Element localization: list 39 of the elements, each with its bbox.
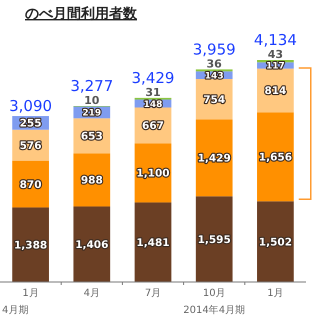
data-label: 1,100 xyxy=(136,168,170,180)
x-tick-label: 10月 xyxy=(202,288,226,299)
data-label: 870 xyxy=(20,178,42,191)
data-label: 10 xyxy=(84,94,100,107)
data-label: 43 xyxy=(268,48,284,61)
bar xyxy=(134,202,172,282)
data-label: 143 xyxy=(204,71,224,82)
total-label: 3,429 xyxy=(132,68,174,87)
data-label: 31 xyxy=(145,86,161,99)
data-label: 117 xyxy=(266,62,285,72)
bar xyxy=(257,112,294,202)
total-label: 4,134 xyxy=(254,31,297,49)
data-label: 219 xyxy=(82,108,102,119)
data-label: 576 xyxy=(20,140,42,152)
data-label: 988 xyxy=(80,174,103,187)
x-tick-label: 7月 xyxy=(144,288,162,299)
text: 2014年4月期 xyxy=(183,304,246,316)
data-label: 1,595 xyxy=(198,234,231,246)
total-label: 3,090 xyxy=(9,97,52,116)
data-label: 1,388 xyxy=(14,239,48,252)
x-tick-label: 1月 xyxy=(267,288,284,299)
chart-title: のべ月間利用者数 xyxy=(25,6,138,22)
total-label: 3,959 xyxy=(192,40,236,58)
data-label: 1,406 xyxy=(75,239,108,252)
data-label: 255 xyxy=(20,118,42,130)
data-label: 667 xyxy=(142,120,164,132)
data-label: 1,502 xyxy=(258,236,292,248)
total-label: 3,277 xyxy=(70,76,114,95)
data-label: 36 xyxy=(206,57,222,70)
x-tick-label: 1月 xyxy=(22,288,39,299)
data-label: 814 xyxy=(264,85,286,98)
data-label: 653 xyxy=(80,130,103,143)
x-tick-label: 4月 xyxy=(84,288,100,299)
data-label: 1,481 xyxy=(136,236,170,249)
data-label: 1,656 xyxy=(258,152,292,164)
data-label: 148 xyxy=(144,100,162,110)
data-label: 1,429 xyxy=(198,152,231,165)
data-label: 754 xyxy=(203,94,226,106)
text: 4月期 xyxy=(2,304,28,316)
